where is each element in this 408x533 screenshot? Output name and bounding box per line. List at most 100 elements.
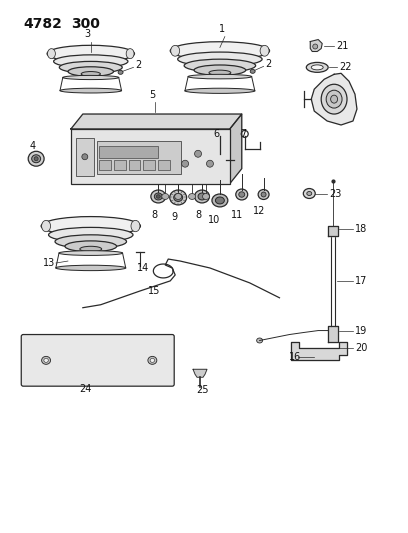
Ellipse shape [59,61,122,74]
Ellipse shape [194,65,246,75]
Text: 3: 3 [85,29,91,38]
Ellipse shape [80,246,102,252]
FancyBboxPatch shape [99,146,158,158]
Ellipse shape [126,49,134,59]
FancyBboxPatch shape [76,138,94,175]
Ellipse shape [311,65,323,70]
Ellipse shape [151,190,166,203]
Text: 18: 18 [355,224,367,235]
Text: 9: 9 [171,212,177,222]
Ellipse shape [49,228,133,242]
Text: 8: 8 [195,211,201,220]
Ellipse shape [68,67,113,76]
Ellipse shape [306,62,328,72]
Ellipse shape [44,358,48,362]
Ellipse shape [307,191,312,196]
Ellipse shape [330,95,337,103]
Ellipse shape [34,157,38,161]
Ellipse shape [154,193,162,200]
Ellipse shape [47,45,135,62]
Ellipse shape [82,154,88,160]
Ellipse shape [170,190,186,205]
Ellipse shape [60,88,122,93]
FancyBboxPatch shape [158,160,170,169]
FancyBboxPatch shape [97,141,181,174]
Text: 19: 19 [355,326,367,336]
Ellipse shape [171,45,180,56]
Ellipse shape [118,70,123,74]
Text: 15: 15 [149,286,161,296]
Ellipse shape [185,88,255,93]
Text: 22: 22 [339,62,352,72]
Text: 16: 16 [289,352,302,362]
Ellipse shape [63,75,119,79]
Text: 7: 7 [240,129,246,139]
Ellipse shape [53,55,128,68]
Text: 11: 11 [231,211,243,220]
Polygon shape [291,343,347,360]
Polygon shape [310,39,322,52]
Ellipse shape [41,216,140,236]
Ellipse shape [28,151,44,166]
Text: 20: 20 [355,343,367,353]
Ellipse shape [313,44,318,49]
Text: 5: 5 [149,90,155,100]
Text: 2: 2 [135,60,142,70]
Polygon shape [328,227,338,236]
Ellipse shape [257,338,263,343]
Text: 4782: 4782 [23,17,62,31]
Ellipse shape [198,193,206,200]
Ellipse shape [177,52,262,66]
Ellipse shape [81,71,100,76]
Ellipse shape [32,155,41,163]
Ellipse shape [212,194,228,207]
Text: 25: 25 [196,385,208,395]
Ellipse shape [184,59,256,72]
Ellipse shape [170,42,270,60]
Ellipse shape [195,190,209,203]
Ellipse shape [326,90,342,108]
Ellipse shape [65,241,117,252]
Ellipse shape [209,70,231,75]
Ellipse shape [182,160,188,167]
Text: 6: 6 [213,129,219,139]
Text: 13: 13 [43,258,55,268]
FancyBboxPatch shape [113,160,126,169]
Ellipse shape [55,235,126,248]
Ellipse shape [236,189,248,200]
FancyBboxPatch shape [21,335,174,386]
Ellipse shape [56,265,126,271]
Ellipse shape [42,357,51,365]
Ellipse shape [261,192,266,197]
Text: 10: 10 [208,215,220,225]
Text: 2: 2 [266,59,272,69]
Ellipse shape [156,195,160,198]
Text: 1: 1 [219,23,225,34]
Polygon shape [328,326,338,343]
Ellipse shape [162,193,169,199]
Text: 12: 12 [253,206,266,216]
FancyBboxPatch shape [71,129,230,183]
Ellipse shape [195,150,202,157]
Ellipse shape [42,220,51,232]
FancyBboxPatch shape [144,160,155,169]
Text: 300: 300 [71,17,100,31]
Ellipse shape [239,192,245,197]
Ellipse shape [303,189,315,198]
Polygon shape [311,74,357,125]
Ellipse shape [148,357,157,365]
Polygon shape [71,114,242,129]
FancyBboxPatch shape [99,160,111,169]
Ellipse shape [47,49,55,59]
Ellipse shape [131,220,140,232]
Text: 21: 21 [336,41,348,51]
Text: 23: 23 [329,189,341,198]
Text: 4: 4 [29,141,35,151]
Ellipse shape [59,251,122,255]
Text: 8: 8 [151,211,157,220]
Text: 17: 17 [355,276,367,286]
Ellipse shape [215,197,224,204]
Polygon shape [193,369,207,377]
Ellipse shape [188,193,195,199]
Ellipse shape [260,45,269,56]
